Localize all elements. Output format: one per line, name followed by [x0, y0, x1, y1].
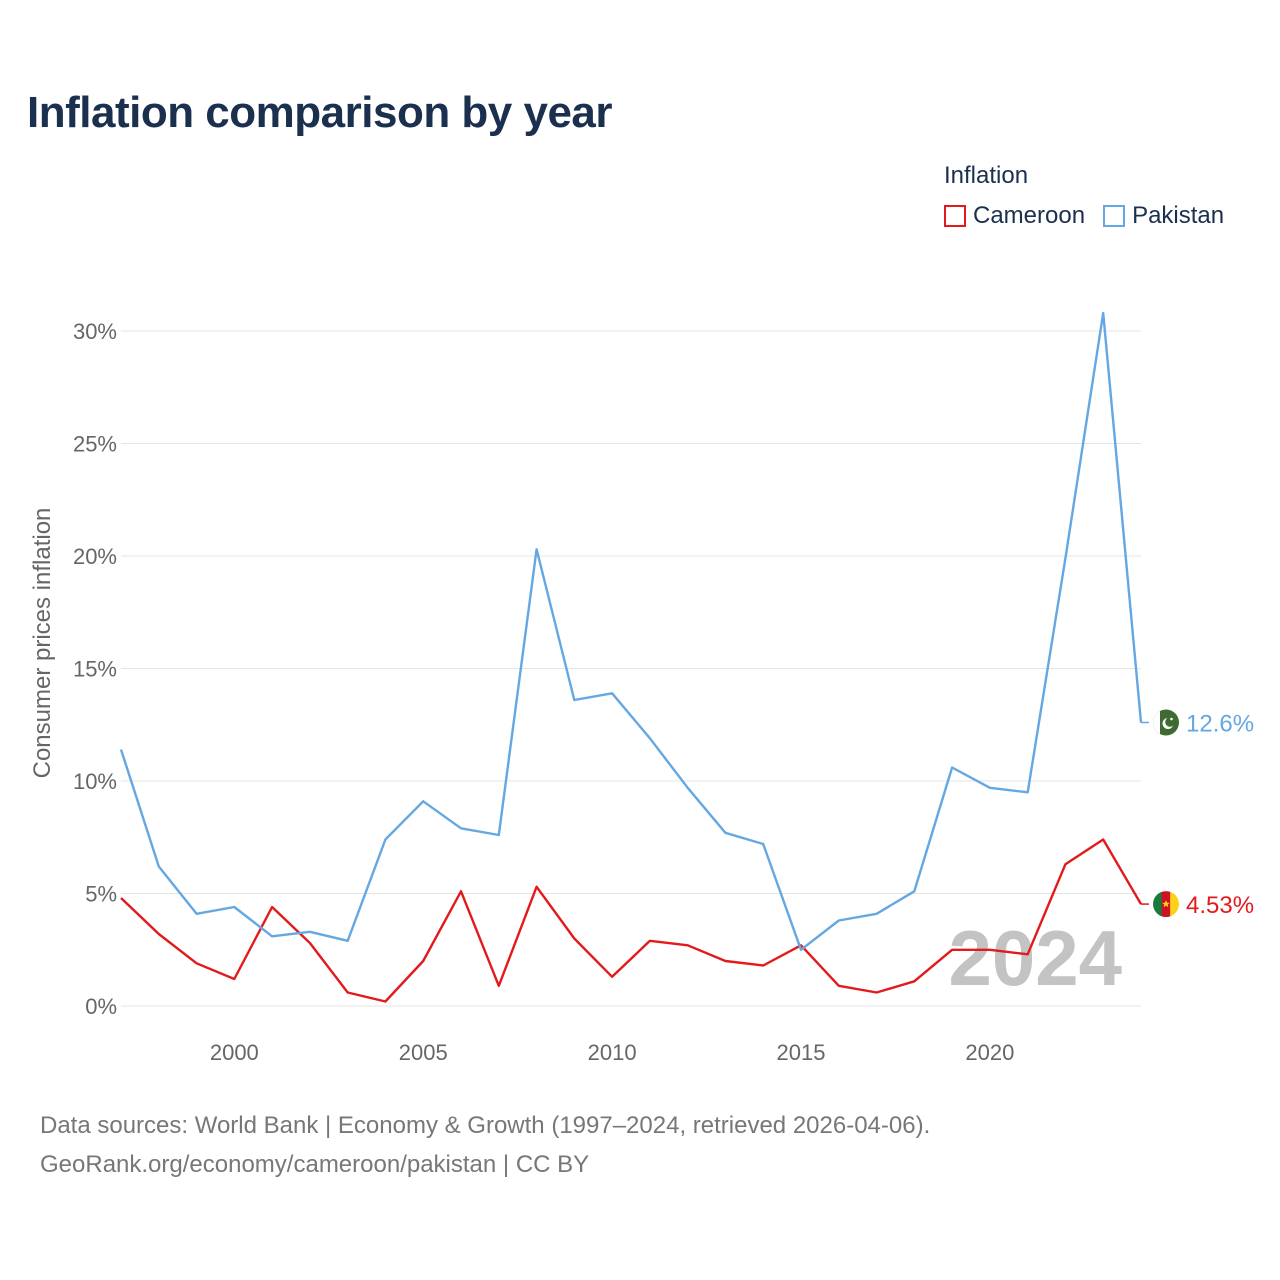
series-line-cameroon[interactable]	[120, 838, 1143, 1003]
chart-title: Inflation comparison by year	[27, 88, 613, 137]
x-tick-label: 2010	[588, 1040, 637, 1065]
cameroon-flag-icon	[1153, 891, 1179, 918]
y-tick-label: 0%	[85, 994, 117, 1019]
y-tick-label: 15%	[73, 657, 117, 682]
y-tick-label: 30%	[73, 319, 117, 344]
source-url-text[interactable]: GeoRank.org/economy/cameroon/pakistan | …	[40, 1151, 590, 1178]
y-tick-label: 10%	[73, 769, 117, 794]
x-tick-label: 2005	[399, 1040, 448, 1065]
y-tick-label: 25%	[73, 432, 117, 457]
legend-title: Inflation	[944, 162, 1029, 189]
legend-item-pakistan[interactable]: Pakistan	[1103, 202, 1224, 230]
end-label-cameroon: 4.53%	[1186, 892, 1254, 919]
series-line-pakistan[interactable]	[119, 311, 1143, 951]
x-tick-label: 2020	[965, 1040, 1014, 1065]
y-tick-label: 20%	[73, 544, 117, 569]
pakistan-swatch-icon	[1103, 205, 1126, 227]
legend-label-pakistan: Pakistan	[1132, 202, 1225, 229]
end-label-pakistan: 12.6%	[1186, 711, 1254, 738]
year-watermark: 2024	[948, 914, 1122, 1002]
y-tick-label: 5%	[85, 882, 117, 907]
cameroon-swatch-icon	[944, 205, 966, 227]
x-tick-label: 2000	[210, 1040, 259, 1065]
pakistan-flag-icon	[1153, 709, 1179, 736]
end-labels: 4.53% 12.6%	[1141, 709, 1254, 919]
data-source-text: Data sources: World Bank | Economy & Gro…	[40, 1112, 931, 1139]
y-axis-ticks: 0% 5% 10% 15% 20% 25% 30%	[73, 319, 117, 1019]
y-axis-label: Consumer prices inflation	[29, 508, 56, 779]
footer: Data sources: World Bank | Economy & Gro…	[40, 1106, 930, 1184]
legend-label-cameroon: Cameroon	[973, 202, 1086, 229]
legend: Inflation Cameroon Pakistan	[944, 162, 1224, 230]
grid-lines	[121, 330, 1141, 1007]
x-axis-ticks: 2000 2005 2010 2015 2020	[210, 1040, 1015, 1065]
legend-item-cameroon[interactable]: Cameroon	[944, 202, 1085, 230]
series-lines	[119, 311, 1143, 1003]
x-tick-label: 2015	[777, 1040, 826, 1065]
